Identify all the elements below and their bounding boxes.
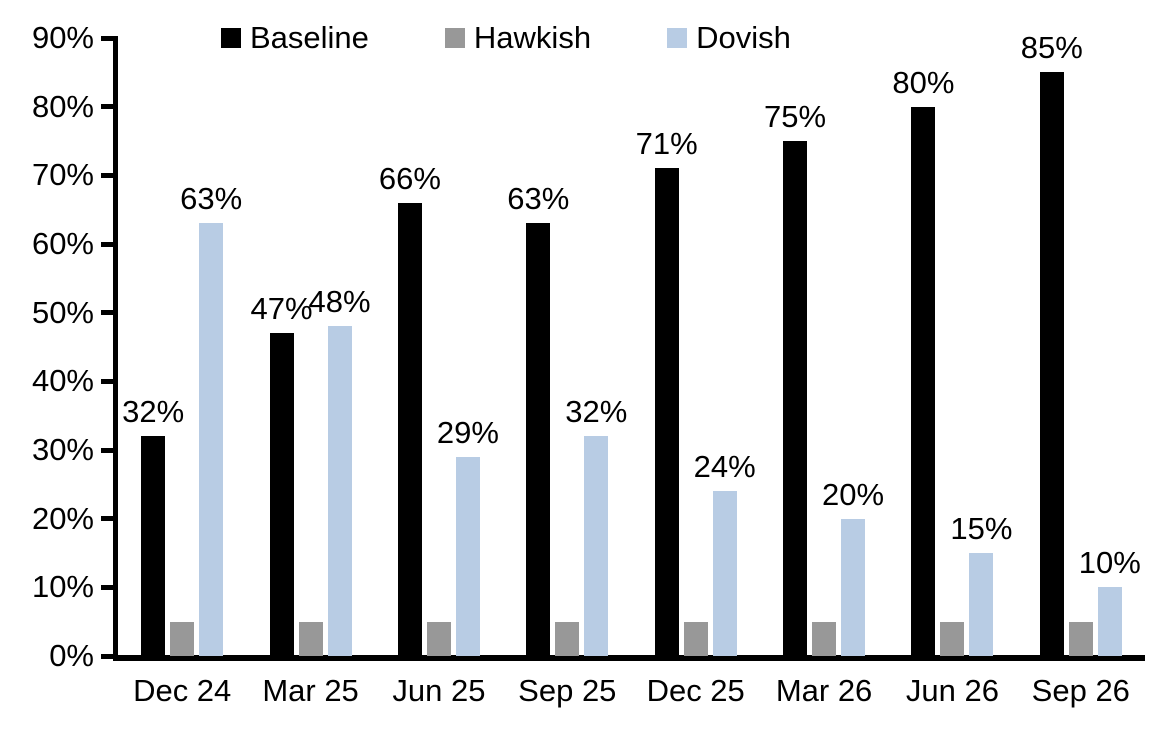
y-axis-tick-label: 80% [31, 88, 94, 124]
y-axis-tick [101, 516, 118, 522]
y-axis-tick-label: 40% [31, 363, 94, 399]
bar-dovish-jun-26 [969, 553, 994, 656]
y-axis-tick-label: 50% [31, 294, 94, 330]
bar-dovish-jun-25 [455, 456, 480, 656]
bar-label-dovish-jun-26: 15% [950, 511, 1013, 546]
bar-label-baseline-jun-25: 66% [378, 160, 441, 196]
y-axis-tick-label: 10% [31, 569, 94, 605]
legend-item-baseline: Baseline [221, 22, 369, 53]
x-axis-label-dec-24: Dec 24 [133, 673, 232, 708]
bar-label-baseline-dec-24: 32% [122, 394, 185, 430]
bar-label-dovish-jun-25: 29% [436, 414, 499, 450]
bar-hawkish-sep-26 [1068, 621, 1093, 656]
bar-label-dovish-dec-25: 24% [693, 449, 756, 485]
bar-dovish-sep-26 [1097, 587, 1122, 656]
bar-label-baseline-mar-25: 47% [250, 291, 313, 327]
x-axis-label-jun-26: Jun 26 [905, 673, 999, 708]
bar-baseline-sep-26 [1039, 72, 1064, 656]
x-axis-label-mar-26: Mar 26 [775, 673, 873, 708]
bar-dovish-dec-25 [712, 491, 737, 656]
bar-hawkish-jun-26 [940, 621, 965, 656]
x-axis-line [113, 655, 1145, 661]
bar-hawkish-dec-24 [170, 621, 195, 656]
bar-hawkish-sep-25 [555, 621, 580, 656]
legend-label-baseline: Baseline [250, 20, 369, 55]
bar-label-dovish-mar-26: 20% [822, 476, 885, 512]
y-axis-tick [101, 447, 118, 453]
y-axis-tick-label: 90% [31, 20, 94, 55]
legend: Baseline Hawkish Dovish [221, 22, 791, 53]
y-axis-tick [101, 172, 118, 178]
x-axis-label-mar-25: Mar 25 [262, 673, 359, 708]
y-axis-tick [101, 241, 118, 247]
bar-dovish-dec-24 [199, 223, 224, 656]
bar-baseline-dec-24 [141, 436, 166, 656]
x-axis-label-sep-25: Sep 25 [518, 673, 617, 708]
bar-label-baseline-sep-26: 85% [1020, 30, 1083, 66]
y-axis-tick-label: 70% [31, 157, 94, 193]
legend-swatch-dovish-icon [667, 27, 688, 48]
bar-label-dovish-sep-26: 10% [1078, 545, 1141, 581]
y-axis-tick [101, 35, 118, 41]
y-axis-tick [101, 104, 118, 110]
bar-label-baseline-mar-26: 75% [764, 99, 827, 134]
bar-hawkish-mar-25 [298, 621, 323, 656]
legend-swatch-hawkish-icon [444, 27, 465, 48]
y-axis-tick-label: 0% [49, 638, 94, 673]
bar-hawkish-jun-25 [426, 621, 451, 656]
bar-dovish-mar-25 [327, 326, 352, 656]
y-axis-tick [101, 378, 118, 384]
x-axis-label-dec-25: Dec 25 [646, 673, 745, 708]
bar-label-baseline-jun-26: 80% [892, 64, 955, 100]
y-axis-line [113, 36, 118, 661]
y-axis-tick-label: 60% [31, 226, 94, 261]
bar-baseline-jun-25 [397, 202, 422, 656]
legend-swatch-baseline-icon [221, 27, 241, 48]
y-axis-tick-label: 30% [31, 432, 94, 467]
y-axis-tick [101, 310, 118, 316]
y-axis-tick-label: 20% [31, 500, 94, 536]
x-axis-label-jun-25: Jun 25 [392, 673, 486, 708]
bar-label-dovish-dec-24: 63% [180, 181, 243, 217]
y-axis-tick [101, 584, 118, 590]
bar-hawkish-dec-25 [683, 621, 708, 656]
legend-item-hawkish: Hawkish [444, 20, 592, 55]
x-axis-label-sep-26: Sep 26 [1031, 673, 1130, 708]
bar-label-dovish-sep-25: 32% [565, 394, 628, 430]
bar-baseline-jun-26 [911, 106, 936, 656]
y-axis-tick [101, 653, 118, 659]
bar-label-baseline-dec-25: 71% [635, 126, 698, 162]
bar-dovish-mar-26 [841, 518, 866, 656]
bar-hawkish-mar-26 [812, 621, 837, 656]
bar-baseline-dec-25 [654, 168, 679, 656]
bar-label-dovish-mar-25: 48% [308, 284, 371, 320]
bar-baseline-sep-25 [526, 223, 551, 656]
bar-dovish-sep-25 [584, 436, 609, 656]
legend-label-hawkish: Hawkish [473, 20, 592, 55]
bar-baseline-mar-26 [783, 141, 808, 656]
legend-label-dovish: Dovish [696, 20, 791, 55]
bar-label-baseline-sep-25: 63% [507, 181, 570, 217]
bar-baseline-mar-25 [269, 333, 294, 656]
legend-item-dovish: Dovish [667, 22, 791, 53]
